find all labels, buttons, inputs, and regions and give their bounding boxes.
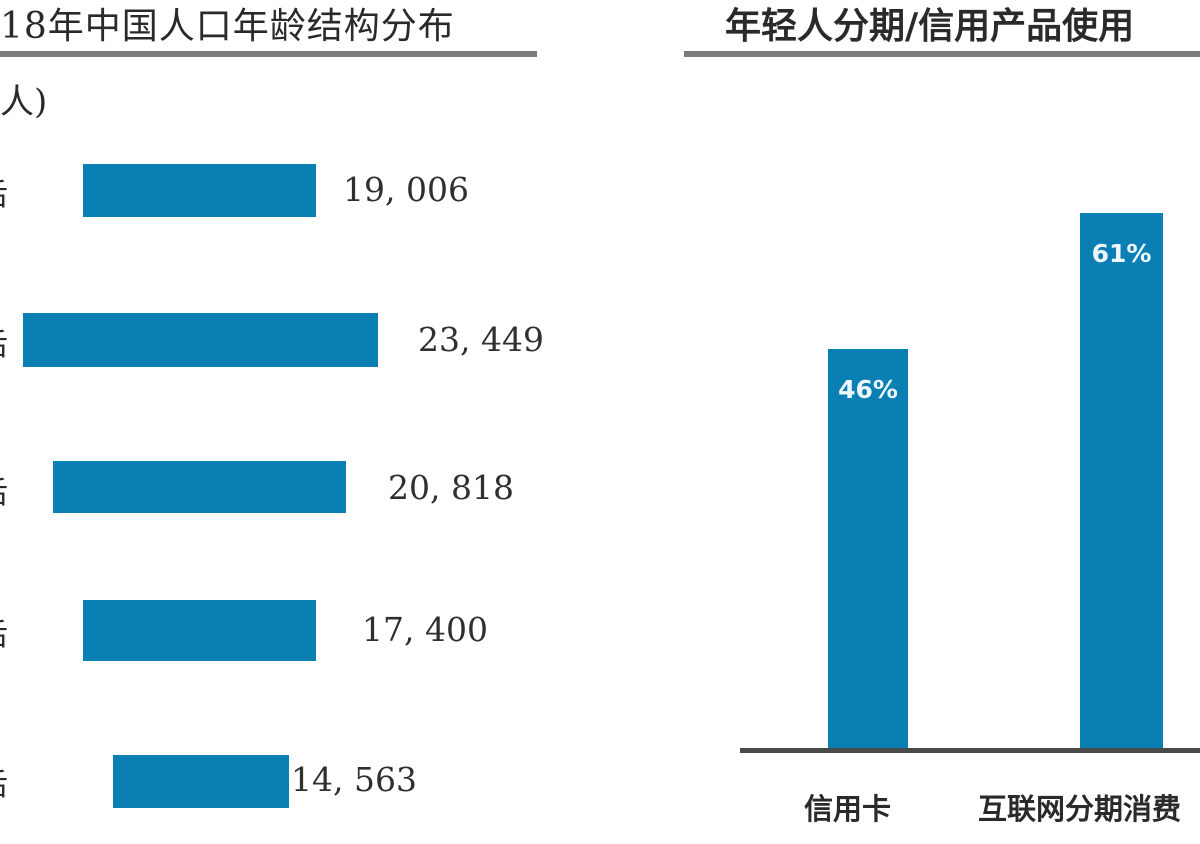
bar-internet-installment: 61%	[1080, 213, 1163, 750]
bar-value-label: 20, 818	[388, 468, 514, 507]
bar-value-label: 17, 400	[362, 610, 488, 649]
bar-value-label: 61%	[1091, 239, 1152, 268]
category-label: 后	[0, 320, 18, 364]
right-title-underline	[684, 51, 1200, 57]
bar-credit-card: 46%	[828, 349, 908, 750]
x-axis-line	[740, 748, 1200, 753]
left-chart-title: 18年中国人口年龄结构分布	[0, 6, 455, 47]
bar-row-3	[53, 461, 346, 513]
category-label: 后	[0, 170, 18, 214]
bar-value-label: 14, 563	[291, 760, 417, 799]
bar-row-5	[113, 755, 289, 808]
bar-value-label: 23, 449	[418, 320, 544, 359]
category-label: 后	[0, 760, 18, 804]
left-title-underline	[0, 51, 537, 57]
right-chart-title: 年轻人分期/信用产品使用	[725, 6, 1135, 47]
bar-value-label: 19, 006	[343, 170, 469, 209]
x-category-label: 互联网分期消费	[978, 792, 1182, 826]
bar-row-4	[83, 600, 316, 661]
bar-row-2	[23, 313, 378, 367]
category-label: 后	[0, 610, 18, 654]
category-label: 后	[0, 468, 18, 512]
left-unit-label: 人)	[0, 82, 48, 122]
bar-value-label: 46%	[838, 375, 898, 404]
x-category-label: 信用卡	[804, 792, 892, 826]
bar-row-1	[83, 164, 316, 217]
